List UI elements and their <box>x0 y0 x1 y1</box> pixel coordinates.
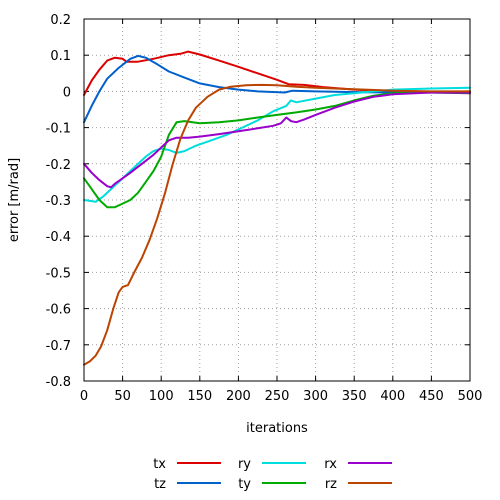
y-tick-label: -0.8 <box>46 375 71 390</box>
x-tick-label: 400 <box>380 389 405 404</box>
legend-label-ty: ty <box>238 477 251 492</box>
x-tick-label: 0 <box>80 389 88 404</box>
x-tick-label: 300 <box>303 389 328 404</box>
y-tick-labels: -0.8 -0.7 -0.6 -0.5 -0.4 -0.3 -0.2 -0.1 0 0.1 0.2 <box>46 13 71 390</box>
x-tick-label: 450 <box>419 389 444 404</box>
series-line-rz <box>83 83 471 366</box>
x-tick-labels: 0 50 100 150 200 250 300 350 400 450 500 <box>80 389 483 404</box>
x-tick-label: 100 <box>149 389 174 404</box>
y-axis-title: error [m/rad] <box>7 158 22 242</box>
grid <box>83 18 471 382</box>
y-tick-label: -0.1 <box>46 122 71 137</box>
y-tick-label: 0 <box>63 85 71 100</box>
y-tick-label: 0.2 <box>50 13 71 28</box>
series-line-ry <box>83 86 471 203</box>
x-tick-label: 50 <box>114 389 131 404</box>
legend-label-tz: tz <box>154 477 166 492</box>
series-group <box>83 50 471 366</box>
x-tick-label: 350 <box>342 389 367 404</box>
x-tick-label: 200 <box>226 389 251 404</box>
legend-label-ry: ry <box>238 457 251 472</box>
series-line-rx <box>83 91 471 189</box>
legend-label-rx: rx <box>324 457 337 472</box>
x-axis-title: iterations <box>246 421 308 436</box>
x-tick-label: 250 <box>265 389 290 404</box>
x-tick-label: 150 <box>187 389 212 404</box>
legend-label-tx: tx <box>153 457 166 472</box>
plot-frame <box>83 18 471 382</box>
series-line-ty <box>83 90 471 209</box>
series-line-tz <box>83 54 471 124</box>
y-tick-label: 0.1 <box>50 49 71 64</box>
y-tick-label: -0.6 <box>46 303 71 318</box>
y-tick-label: -0.4 <box>46 230 71 245</box>
legend-label-rz: rz <box>325 477 337 492</box>
x-tick-label: 500 <box>458 389 483 404</box>
y-tick-label: -0.5 <box>46 266 71 281</box>
y-tick-label: -0.7 <box>46 339 71 354</box>
y-tick-label: -0.2 <box>46 158 71 173</box>
y-tick-label: -0.3 <box>46 194 71 209</box>
legend: tx tz ry ty rx rz <box>153 457 392 492</box>
